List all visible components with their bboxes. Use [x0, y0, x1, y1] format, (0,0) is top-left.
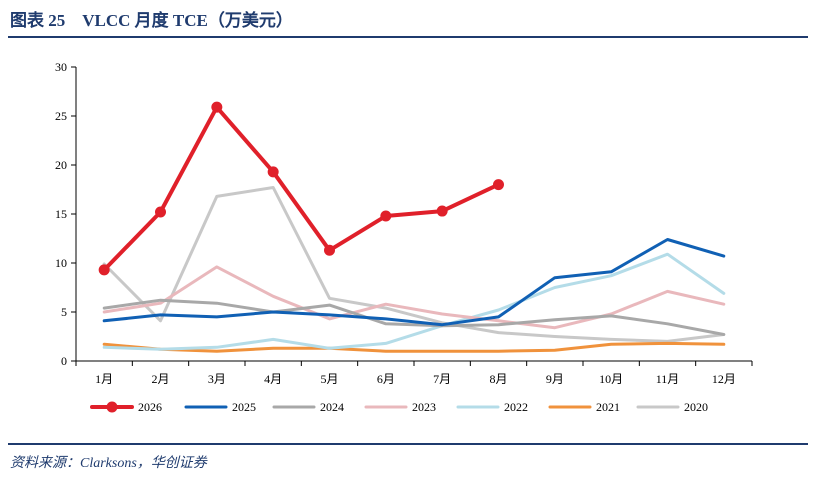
x-tick-label: 6月 — [377, 372, 395, 386]
x-tick-label: 1月 — [95, 372, 113, 386]
legend-marker-2026 — [106, 401, 118, 413]
series-line-2022 — [102, 252, 726, 351]
series-line-2025 — [102, 238, 726, 327]
y-tick-label: 5 — [61, 305, 67, 319]
data-point-2026 — [211, 101, 223, 113]
y-tick-label: 25 — [55, 109, 67, 123]
chart-series-lines — [98, 101, 726, 353]
legend-label-2026: 2026 — [138, 400, 162, 414]
legend-label-2022: 2022 — [504, 400, 528, 414]
x-tick-label: 5月 — [320, 372, 338, 386]
y-tick-label: 15 — [55, 207, 67, 221]
x-tick-label: 12月 — [712, 372, 736, 386]
series-line-2024 — [102, 298, 726, 336]
legend-label-2023: 2023 — [412, 400, 436, 414]
y-tick-label: 20 — [55, 158, 67, 172]
y-tick-label: 0 — [61, 354, 67, 368]
series-line-2020 — [102, 186, 726, 343]
x-tick-label: 9月 — [546, 372, 564, 386]
legend-label-2025: 2025 — [232, 400, 256, 414]
legend-label-2024: 2024 — [320, 400, 344, 414]
data-point-2026 — [155, 206, 166, 218]
y-tick-label: 30 — [55, 60, 67, 74]
bottom-divider — [8, 443, 808, 445]
series-line-2021 — [102, 341, 726, 353]
data-point-2026 — [380, 210, 392, 222]
x-tick-label: 10月 — [599, 372, 623, 386]
series-line-2026 — [102, 105, 501, 272]
chart-legend: 2026 2025 2024 2023 2022 2021 2020 — [90, 400, 708, 414]
data-point-2026 — [493, 179, 504, 191]
legend-label-2021: 2021 — [596, 400, 620, 414]
x-tick-label: 8月 — [489, 372, 507, 386]
y-tick-label: 10 — [55, 256, 67, 270]
legend-label-2020: 2020 — [684, 400, 708, 414]
chart-axes: 0 5 10 15 20 25 30 1月 2月 3月 4月 5月 6月 7月 8月 9月 10月 11月 12月 — [55, 60, 753, 386]
top-divider — [8, 36, 808, 38]
source-note: 资料来源：Clarksons，华创证券 — [10, 456, 207, 471]
x-tick-label: 4月 — [264, 372, 282, 386]
chart-title: 图表 25 VLCC 月度 TCE（万美元） — [10, 11, 293, 30]
data-point-2026 — [98, 264, 110, 276]
data-point-2026 — [324, 244, 335, 256]
x-tick-label: 7月 — [433, 372, 451, 386]
data-point-2026 — [436, 205, 448, 217]
x-tick-label: 2月 — [151, 372, 169, 386]
data-point-2026 — [267, 166, 279, 178]
x-tick-label: 3月 — [208, 372, 226, 386]
series-line-2023 — [102, 265, 726, 330]
x-tick-label: 11月 — [656, 372, 680, 386]
